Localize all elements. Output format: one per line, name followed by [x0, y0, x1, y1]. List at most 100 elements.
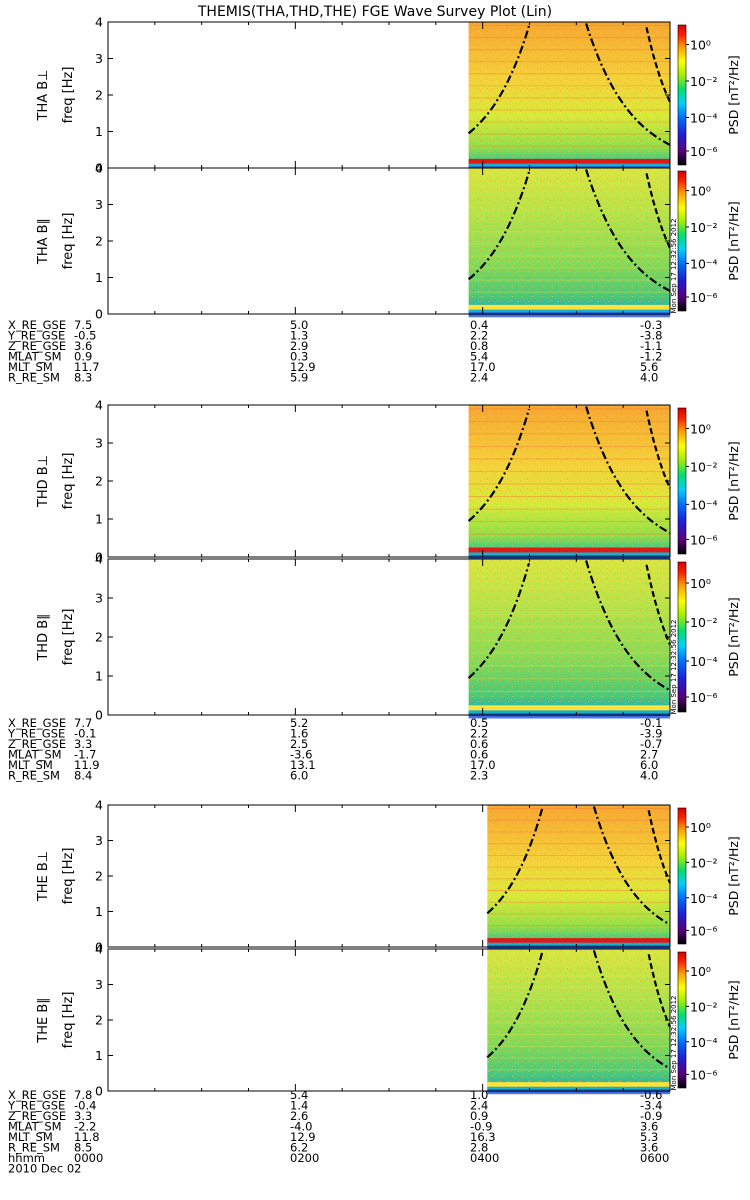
ephemeris-value: 0.6: [470, 737, 488, 751]
low-frequency-base: [468, 312, 670, 318]
ephemeris-value: 8.4: [74, 769, 92, 783]
colorbar-tick-label: 10⁰: [690, 964, 711, 979]
y-tick-label: 0: [95, 940, 103, 955]
y-tick-label: 1: [95, 270, 103, 285]
colorbar-tick-label: 10⁻⁶: [690, 690, 718, 705]
ephemeris-row-label: Z_RE_GSE: [8, 1109, 66, 1123]
ephemeris-value: -0.1: [74, 727, 96, 741]
gyrofrequency-curve: [585, 560, 671, 692]
ephemeris-value: 8.3: [74, 371, 92, 385]
y-tick-label: 3: [95, 977, 103, 992]
colorbar-tick-label: 10⁻²: [690, 74, 718, 89]
colorbar-tick-label: 10⁻⁴: [690, 654, 718, 669]
low-frequency-band: [468, 304, 670, 311]
y-tick-label: 4: [95, 15, 103, 30]
gyrofrequency-curve: [645, 564, 672, 646]
ephemeris-value: 3.6: [640, 1141, 658, 1155]
colorbar-tick-label: 10⁻²: [690, 999, 718, 1014]
spectrogram-panel: 0 1 2 3 4 THA B∥ freq [Hz] 10⁰ 10⁻² 10⁻⁴ 10⁻⁶ PSD […: [36, 161, 741, 322]
ephemeris-row-label: Y_RE_GSE: [7, 727, 65, 741]
ephemeris-value: 5.0: [290, 318, 308, 332]
ephemeris-value: -0.9: [640, 1109, 662, 1123]
plot-timestamp: Mon Sep 17 12:32:56 2012: [670, 218, 678, 313]
ephemeris-value: -3.6: [290, 748, 312, 762]
ephemeris-value: 2.4: [470, 1099, 488, 1113]
panel-label: THA B⊥: [36, 70, 51, 122]
ephemeris-value: 0.4: [470, 318, 488, 332]
ephemeris-value: 2.2: [470, 727, 488, 741]
y-tick-label: 3: [95, 833, 103, 848]
y-tick-label: 1: [95, 904, 103, 919]
y-tick-label: 2: [95, 1013, 103, 1028]
spectrogram-panel: 0 1 2 3 4 THD B⊥ freq [Hz] 10⁰ 10⁻² 10⁻⁴ 10⁻⁶ PSD […: [36, 398, 741, 565]
ephemeris-value: 0.9: [470, 1109, 488, 1123]
spectrogram-panel: 0 1 2 3 4 THA B⊥ freq [Hz] 10⁰ 10⁻² 10⁻⁴ 10⁻⁶ PSD […: [36, 15, 741, 176]
ephemeris-value: 0000: [74, 1151, 103, 1165]
y-tick-label: 4: [95, 798, 103, 813]
spectrogram-panel: 0 1 2 3 4 THD B∥ freq [Hz] 10⁰ 10⁻² 10⁻⁴ 10⁻⁶ PSD […: [36, 552, 741, 723]
gyrofrequency-curve: [467, 562, 531, 679]
panel-label: THE B⊥: [36, 851, 51, 902]
colorbar-tick-label: 10⁻⁶: [690, 923, 718, 938]
ephemeris-row-label: X_RE_GSE: [8, 716, 66, 730]
y-tick-label: 3: [95, 436, 103, 451]
y-tick-label: 1: [95, 512, 103, 527]
gyrofrequency-curve: [585, 169, 671, 292]
spectrogram-texture: [468, 559, 670, 715]
ephemeris-value: 0.9: [74, 350, 92, 364]
ephemeris-row-label: X_RE_GSE: [8, 1088, 66, 1102]
colorbar-label: PSD [nT²/Hz]: [726, 441, 741, 521]
colorbar-tick-label: 10⁻²: [690, 615, 718, 630]
ephemeris-row-label: MLAT_SM: [8, 748, 62, 762]
ephemeris-value: 0200: [290, 1151, 319, 1165]
low-frequency-band: [468, 158, 670, 165]
colorbar: [677, 24, 687, 166]
ephemeris-value: 11.9: [74, 758, 100, 772]
ephemeris-row-label: Y_RE_GSE: [7, 1099, 65, 1113]
low-frequency-base: [487, 945, 670, 951]
colorbar-tick-label: 10⁻⁴: [690, 110, 718, 125]
colorbar-label: PSD [nT²/Hz]: [726, 201, 741, 281]
ephemeris-value: 13.1: [290, 758, 316, 772]
ephemeris-value: 7.8: [74, 1088, 92, 1102]
ephemeris-value: 3.6: [640, 1120, 658, 1134]
ephemeris-row-label: MLT_SM: [8, 360, 53, 374]
ephemeris-row-label: MLAT_SM: [8, 350, 62, 364]
colorbar: [677, 561, 687, 713]
gyrofrequency-curve: [467, 408, 531, 522]
gyrofrequency-curve: [592, 806, 671, 926]
ephemeris-value: 5.2: [290, 716, 308, 730]
ephemeris-value: 5.3: [640, 1130, 658, 1144]
ephemeris-value: -2.2: [74, 1120, 96, 1134]
colorbar-label: PSD [nT²/Hz]: [726, 55, 741, 135]
spectrogram-texture: [468, 22, 670, 168]
ephemeris-value: 0.3: [290, 350, 308, 364]
ephemeris-value: 17.0: [470, 758, 496, 772]
panel-label: THA B∥: [36, 218, 51, 265]
ephemeris-value: 0.8: [470, 339, 488, 353]
low-frequency-band: [468, 547, 670, 554]
ephemeris-value: 17.0: [470, 360, 496, 374]
ephemeris-value: 3.3: [74, 737, 92, 751]
date-label: 2010 Dec 02: [8, 1162, 81, 1176]
colorbar: [677, 951, 687, 1089]
ephemeris-row-label: Z_RE_GSE: [8, 339, 66, 353]
ephemeris-value: -4.0: [290, 1120, 312, 1134]
panel-label: THD B⊥: [36, 455, 51, 508]
ephemeris-row-label: R_RE_SM: [8, 371, 60, 385]
y-tick-label: 1: [95, 669, 103, 684]
spectrogram-texture: [468, 168, 670, 314]
ephemeris-value: 4.0: [640, 371, 658, 385]
colorbar-label: PSD [nT²/Hz]: [726, 836, 741, 916]
spectrogram-texture: [468, 405, 670, 557]
ephemeris-value: 6.0: [290, 769, 308, 783]
colorbar-tick-label: 10⁰: [690, 38, 711, 53]
ephemeris-value: 2.7: [640, 748, 658, 762]
colorbar-tick-label: 10⁻⁴: [690, 891, 718, 906]
y-tick-label: 4: [95, 552, 103, 567]
ephemeris-value: -0.5: [74, 329, 96, 343]
gyrofrequency-curve: [647, 810, 672, 884]
ephemeris-table: X_RE_GSE 7.5 5.0 0.4 -0.3 Y_RE_GSE -0.5 1.3 2.2 -…: [7, 318, 662, 385]
ephemeris-value: -0.3: [640, 318, 662, 332]
